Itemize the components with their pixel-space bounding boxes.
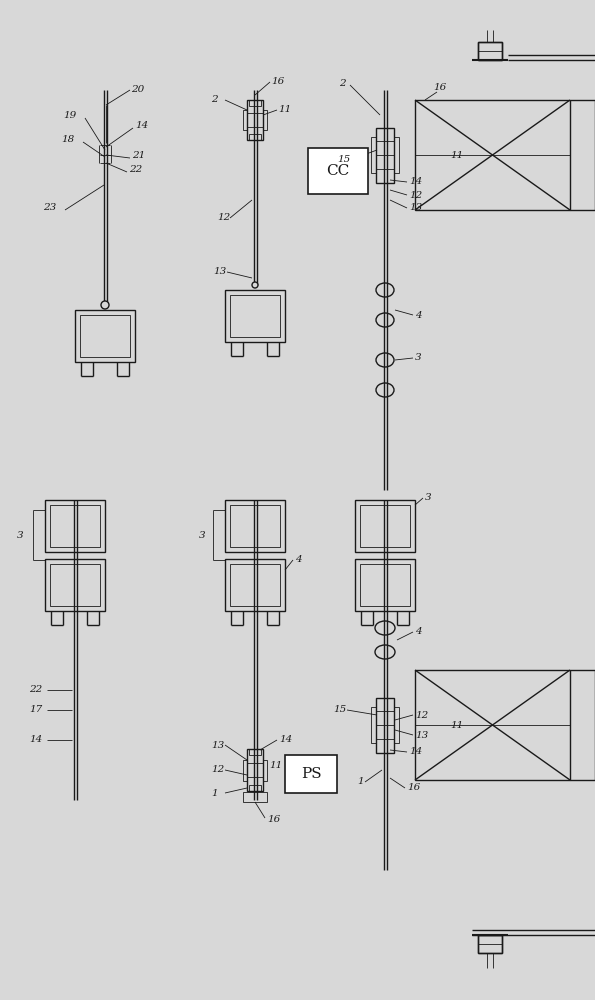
Text: 17: 17 (29, 706, 42, 714)
Bar (394, 137, 399, 173)
Text: 16: 16 (267, 816, 280, 824)
Text: 13: 13 (415, 730, 428, 740)
Text: 14: 14 (409, 748, 422, 756)
Bar (225, 290, 285, 342)
Text: 15: 15 (333, 706, 346, 714)
Bar (50, 505, 100, 547)
Text: 23: 23 (43, 204, 57, 213)
Bar (230, 295, 280, 337)
Bar (45, 500, 105, 552)
Bar (355, 559, 415, 611)
Text: 11: 11 (269, 762, 282, 770)
Text: 3: 3 (199, 530, 206, 540)
Text: 18: 18 (61, 135, 74, 144)
Text: 14: 14 (29, 736, 42, 744)
Bar (249, 749, 261, 755)
Bar (75, 310, 135, 362)
Text: 2: 2 (211, 96, 218, 104)
Text: 11: 11 (450, 720, 464, 730)
Bar (249, 100, 261, 106)
Bar (360, 505, 410, 547)
Text: 20: 20 (131, 86, 144, 95)
Text: 11: 11 (278, 105, 291, 114)
Text: 13: 13 (409, 204, 422, 213)
Bar (371, 137, 376, 173)
Bar (394, 707, 399, 743)
Text: 22: 22 (29, 686, 42, 694)
Bar (230, 505, 280, 547)
Text: 12: 12 (217, 214, 230, 223)
Bar (50, 564, 100, 606)
Ellipse shape (252, 282, 258, 288)
Bar (360, 564, 410, 606)
Text: 2: 2 (339, 80, 346, 89)
Text: CC: CC (327, 164, 350, 178)
Bar (249, 134, 261, 140)
Text: 3: 3 (415, 354, 422, 362)
Bar (263, 110, 267, 130)
Bar (308, 148, 368, 194)
Text: 14: 14 (409, 178, 422, 186)
Bar (247, 100, 263, 140)
Bar (371, 707, 376, 743)
Text: 12: 12 (415, 710, 428, 720)
Bar (263, 760, 267, 780)
Text: 14: 14 (135, 121, 148, 130)
Bar (415, 670, 570, 780)
Text: 13: 13 (213, 267, 226, 276)
Bar (243, 792, 267, 802)
Bar (376, 127, 394, 182)
Bar (243, 110, 247, 130)
Text: 19: 19 (63, 111, 76, 120)
Text: 15: 15 (337, 155, 350, 164)
Text: 4: 4 (415, 626, 422, 636)
Text: 12: 12 (211, 766, 224, 774)
Text: 21: 21 (132, 151, 145, 160)
Text: 11: 11 (450, 150, 464, 159)
Text: 13: 13 (211, 740, 224, 750)
Text: 3: 3 (425, 492, 431, 502)
Text: 1: 1 (211, 788, 218, 798)
Bar (45, 559, 105, 611)
Bar (247, 749, 263, 791)
Text: 22: 22 (129, 165, 142, 174)
Bar (80, 315, 130, 357)
Text: PS: PS (300, 767, 321, 781)
Bar (478, 935, 502, 953)
Bar (225, 559, 285, 611)
Bar (243, 760, 247, 780)
Bar (415, 100, 570, 210)
Text: 4: 4 (415, 310, 422, 320)
Text: 16: 16 (433, 84, 446, 93)
Text: 12: 12 (409, 190, 422, 200)
Bar (285, 755, 337, 793)
Ellipse shape (101, 301, 109, 309)
Bar (355, 500, 415, 552)
Bar (230, 564, 280, 606)
Text: 16: 16 (407, 784, 420, 792)
Bar (376, 698, 394, 752)
Text: 3: 3 (17, 530, 24, 540)
Text: 16: 16 (271, 77, 284, 86)
Text: 1: 1 (357, 778, 364, 786)
Text: 14: 14 (279, 736, 292, 744)
Bar (225, 500, 285, 552)
Bar (478, 42, 502, 60)
Bar (249, 785, 261, 791)
Text: 4: 4 (295, 556, 302, 564)
